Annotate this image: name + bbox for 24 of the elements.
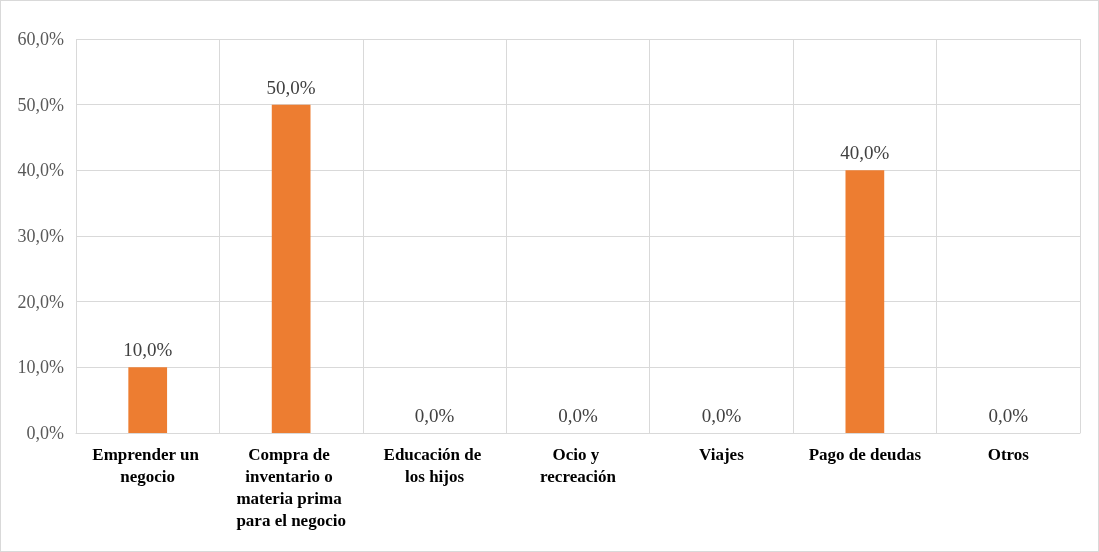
- x-tick-label: Pago de deudas: [808, 444, 922, 464]
- x-tick-label: Emprender un negocio: [92, 444, 204, 486]
- y-tick-label: 30,0%: [17, 226, 64, 246]
- y-tick-label: 50,0%: [17, 94, 64, 115]
- y-tick-label: 40,0%: [17, 160, 64, 181]
- y-tick-label: 60,0%: [17, 29, 64, 49]
- x-tick-label: Educación de los hijos: [383, 444, 486, 486]
- bar: [271, 104, 311, 433]
- y-tick-label: 20,0%: [17, 291, 64, 312]
- data-label: 0,0%: [988, 405, 1029, 426]
- y-tick-label: 10,0%: [17, 357, 64, 378]
- data-label: 10,0%: [123, 339, 173, 361]
- bar: [128, 367, 168, 433]
- x-tick-label: Otros: [987, 444, 1030, 464]
- data-label: 0,0%: [701, 405, 742, 426]
- y-tick-label: 0,0%: [26, 423, 64, 443]
- data-label: 40,0%: [840, 142, 890, 164]
- data-label: 0,0%: [558, 405, 598, 426]
- bar: [845, 170, 885, 433]
- data-label: 50,0%: [266, 76, 316, 98]
- x-tick-label: Ocio y recreación: [540, 444, 617, 486]
- x-tick-label: Viajes: [699, 444, 745, 464]
- x-tick-label: Compra de inventario o materia prima para el negocio: [236, 444, 346, 530]
- data-label: 0,0%: [414, 405, 455, 426]
